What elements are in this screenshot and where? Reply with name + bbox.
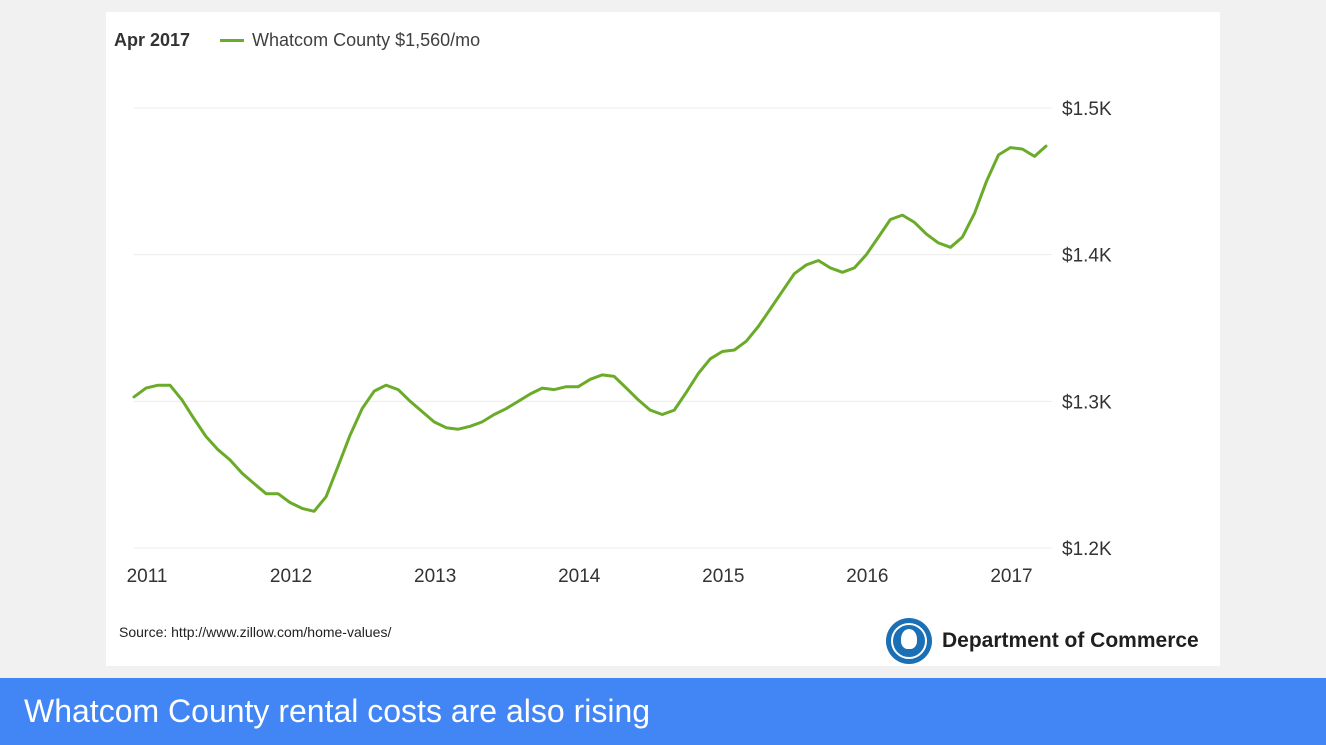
source-citation: Source: http://www.zillow.com/home-value…	[119, 624, 392, 640]
x-tick-label: 2012	[270, 566, 312, 587]
y-tick-label: $1.3K	[1062, 392, 1112, 413]
x-tick-label: 2017	[990, 566, 1032, 587]
x-tick-label: 2013	[414, 566, 456, 587]
legend-date: Apr 2017	[114, 29, 191, 50]
series-line-0	[132, 144, 1048, 513]
y-tick-label: $1.4K	[1062, 246, 1112, 267]
y-tick-label: $1.2K	[1062, 539, 1112, 560]
x-tick-label: 2011	[127, 566, 168, 587]
y-tick-labels: $1.2K $1.3K $1.4K $1.5K	[1062, 99, 1112, 560]
logo-text: Department of Commerce	[942, 629, 1199, 652]
commerce-logo: Department of Commerce	[886, 616, 1199, 666]
x-tick-label: 2014	[558, 566, 601, 587]
slide-caption-bar: Whatcom County rental costs are also ris…	[0, 678, 1326, 745]
chart-panel: $1.2K $1.3K $1.4K $1.5K 2011 2012 2013 2014 201…	[106, 12, 1220, 666]
rent-line-chart: $1.2K$1.3K$1.4K$1.5K 2011 2012 2013 2014 201…	[127, 99, 1112, 587]
seal-portrait	[901, 629, 917, 649]
slide-caption: Whatcom County rental costs are also ris…	[24, 693, 651, 729]
legend-series-label: Whatcom County $1,560/mo	[252, 29, 481, 50]
legend-swatch	[220, 38, 245, 42]
series-lines	[132, 144, 1048, 513]
gridlines	[134, 107, 1052, 549]
chart-legend: Apr 2017 Whatcom County $1,560/mo	[114, 28, 480, 52]
y-tick-label: $1.5K	[1062, 99, 1112, 120]
washington-state-seal-icon	[886, 618, 932, 664]
x-tick-labels: 2011 2012 2013 2014 2015 2016 2017	[127, 566, 1033, 587]
x-tick-label: 2016	[846, 566, 888, 587]
seal-ring	[891, 623, 927, 659]
x-tick-label: 2015	[702, 566, 744, 587]
